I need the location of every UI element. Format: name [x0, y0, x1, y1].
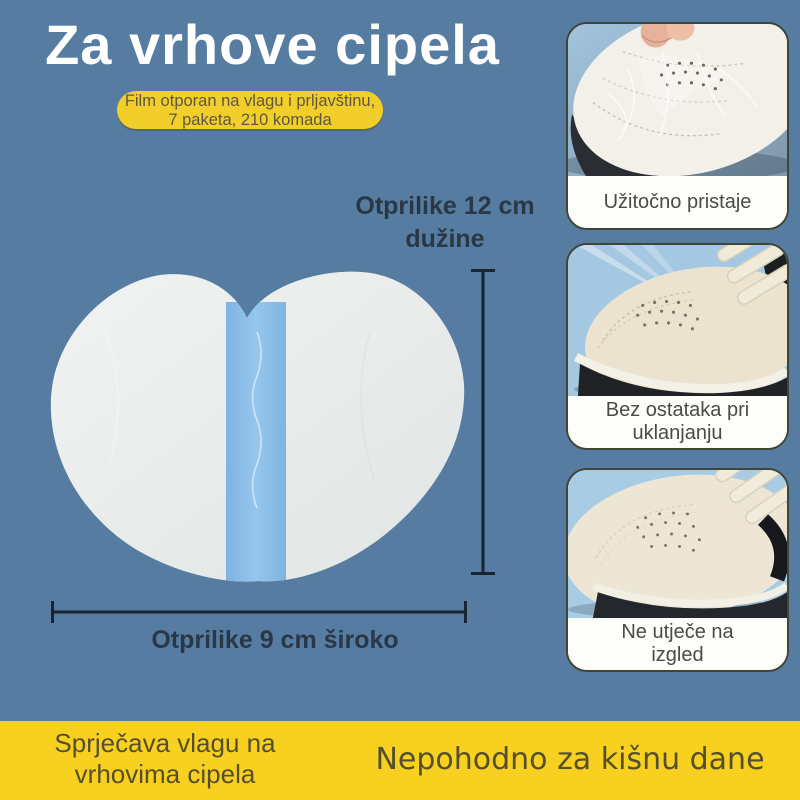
page-title: Za vrhove cipela [45, 13, 500, 76]
shoe-photo-film-removal [568, 245, 787, 396]
shoe-photo-film-applied [568, 24, 787, 176]
length-measure-line [471, 269, 495, 575]
measure-cap-bottom [471, 572, 495, 575]
patch-center-stripe [226, 302, 286, 582]
benefit-caption: Bez ostataka pri uklanjanju [568, 396, 787, 448]
benefit-card-fit: Užitočno pristaje [566, 22, 789, 230]
measure-bar-vertical [481, 269, 485, 575]
benefit-card-no-residue: Bez ostataka pri uklanjanju [566, 243, 789, 450]
bottom-banner: Sprječava vlagu na vrhovima cipela Nepoh… [0, 721, 800, 800]
length-label-line-1: Otprilike 12 cm [355, 192, 535, 220]
length-label-line-2: dužine [405, 225, 485, 253]
measure-bar-horizontal [51, 610, 467, 614]
subtitle-badge: Film otporan na vlagu i prljavštinu, 7 p… [117, 91, 383, 129]
badge-line-2: 7 paketa, 210 komada [168, 110, 332, 129]
badge-line-1: Film otporan na vlagu i prljavštinu, [124, 92, 376, 110]
width-dimension-label: Otprilike 9 cm široko [151, 626, 399, 654]
banner-right-text: Nepohodno za kišnu dane [375, 742, 765, 777]
length-dimension-label: Otprilike 12 cm dužine [330, 190, 560, 256]
benefit-caption: Ne utječe na izgled [568, 618, 787, 670]
shoe-photo-clean-look [568, 470, 787, 618]
benefit-caption: Užitočno pristaje [568, 176, 787, 228]
measure-cap-right [464, 601, 467, 623]
width-measure-line [51, 601, 467, 623]
toe-protector-patch-image [50, 271, 465, 582]
benefit-card-appearance: Ne utječe na izgled [566, 468, 789, 672]
fingers-peeling-film [640, 24, 695, 48]
banner-left-text: Sprječava vlagu na vrhovima cipela [54, 728, 276, 789]
